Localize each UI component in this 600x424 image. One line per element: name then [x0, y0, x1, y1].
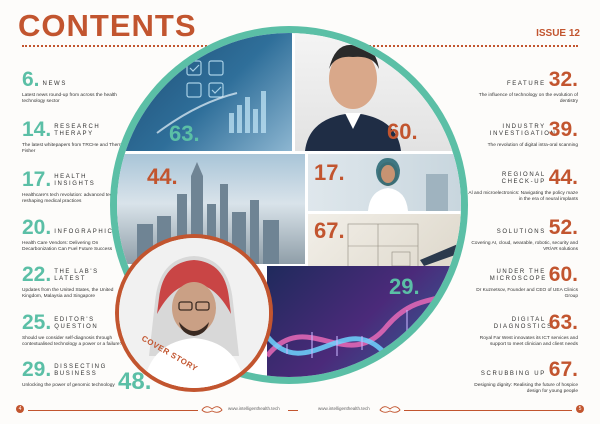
nurse-silhouette	[368, 158, 448, 211]
toc-section-label: NEWS	[42, 81, 67, 87]
cover-person-silhouette	[119, 238, 269, 388]
doctor-portrait-photo[interactable]: 60.	[295, 33, 461, 151]
issue-number: ISSUE 12	[536, 28, 580, 39]
toc-item-research-therapy[interactable]: 14. RESEARCH THERAPY The latest whitepape…	[22, 118, 134, 155]
left-footer-url[interactable]: www.intelligenthealth.tech	[228, 406, 280, 411]
footer-rule	[404, 410, 572, 411]
toc-section-label: RESEARCH THERAPY	[54, 124, 101, 137]
right-page-number: 5	[576, 405, 584, 413]
toc-page-number: 20.	[22, 216, 52, 239]
toc-item-regional-check-up[interactable]: REGIONAL CHECK-UP 44. Al and microelectro…	[466, 166, 578, 203]
ornament-icon	[379, 406, 401, 413]
right-footer-url[interactable]: www.intelligenthealth.tech	[318, 406, 370, 411]
toc-description: Covering AI, cloud, wearable, robotic, s…	[471, 241, 578, 252]
toc-item-editors-question[interactable]: 25. EDITOR'S QUESTION Should we consider …	[22, 311, 134, 348]
toc-description: The influence of technology on the evolu…	[478, 93, 578, 104]
footer-rule	[288, 410, 298, 411]
toc-description: Health Care Vendors: Delivering On Decar…	[22, 241, 113, 252]
toc-section-label: EDITOR'S QUESTION	[54, 317, 99, 330]
tile-page-number: 29.	[389, 274, 420, 299]
toc-item-labs-latest[interactable]: 22. THE LAB'S LATEST Updates from the Uni…	[22, 263, 134, 300]
toc-description: Updates from the United States, the Unit…	[22, 288, 114, 299]
toc-section-label: INDUSTRY INVESTIGATION	[489, 124, 557, 137]
toc-item-solutions[interactable]: SOLUTIONS 52. Covering AI, cloud, wearabl…	[466, 216, 578, 253]
toc-item-health-insights[interactable]: 17. HEALTH INSIGHTS Healthcare's tech rev…	[22, 168, 134, 205]
toc-section-label: DISSECTING BUSINESS	[54, 364, 107, 377]
toc-page-number: 67.	[548, 358, 578, 381]
toc-item-under-the-microscope[interactable]: UNDER THE MICROSCOPE 60. Dr Kuznetsov, Fo…	[466, 263, 578, 300]
toc-page-number: 63.	[548, 311, 578, 334]
toc-page-number: 14.	[22, 118, 52, 141]
toc-page-number: 29.	[22, 358, 52, 381]
toc-item-industry-investigation[interactable]: INDUSTRY INVESTIGATION 39. The revolution…	[466, 118, 578, 149]
toc-item-dissecting-business[interactable]: 29. DISSECTING BUSINESS Unlocking the pow…	[22, 358, 134, 389]
toc-item-news[interactable]: 6. NEWS Latest news round-up from across …	[22, 68, 134, 105]
toc-description: Dr Kuznetsov, Founder and CEO of UEA Cli…	[476, 288, 578, 299]
toc-section-label: DIGITAL DIAGNOSTICS	[493, 317, 553, 330]
toc-description: Should we consider self-diagnosis throug…	[22, 336, 123, 347]
toc-section-label: INFOGRAPHIC	[54, 229, 114, 235]
tile-page-number: 67.	[314, 218, 345, 243]
left-page-number: 4	[16, 405, 24, 413]
toc-section-label: UNDER THE MICROSCOPE	[489, 269, 547, 282]
toc-page-number: 22.	[22, 263, 52, 286]
tile-page-number: 60.	[387, 119, 418, 144]
dna-helix-photo[interactable]: 29.	[267, 266, 461, 377]
toc-description: Royal Far West innovates its ICT service…	[479, 336, 578, 347]
cover-story-photo	[119, 238, 269, 388]
digital-health-photo[interactable]: 63.	[117, 33, 292, 151]
tile-page-number: 63.	[169, 121, 200, 146]
toc-description: Latest news round-up from across the hea…	[22, 93, 117, 104]
cover-story-page-number[interactable]: 48.	[118, 368, 152, 395]
dna-illustration	[267, 284, 461, 370]
toc-item-digital-diagnostics[interactable]: DIGITAL DIAGNOSTICS 63. Royal Far West in…	[466, 311, 578, 348]
digital-charts-illustration	[156, 60, 266, 134]
toc-section-label: FEATURE	[507, 81, 546, 87]
footer-rule	[28, 410, 198, 411]
toc-description: Al and microelectronics: Navigating the …	[468, 191, 578, 202]
toc-item-feature[interactable]: FEATURE 32. The influence of technology o…	[466, 68, 578, 105]
toc-page-number: 25.	[22, 311, 52, 334]
ornament-icon	[201, 406, 223, 413]
toc-item-infographic[interactable]: 20. INFOGRAPHIC Health Care Vendors: Deli…	[22, 216, 134, 253]
tile-page-number: 44.	[147, 164, 178, 189]
toc-page-number: 60.	[548, 263, 578, 286]
toc-item-scrubbing-up[interactable]: SCRUBBING UP 67. Designing dignity: Reali…	[466, 358, 578, 395]
toc-description: The latest whitepapers from TRCHe and Th…	[22, 143, 126, 154]
toc-page-number: 6.	[22, 68, 40, 91]
toc-description: Healthcare's tech revolution: advanced t…	[22, 193, 133, 204]
tile-page-number: 17.	[314, 160, 345, 185]
toc-section-label: THE LAB'S LATEST	[54, 269, 99, 282]
healthcare-worker-photo[interactable]: 17.	[308, 154, 461, 211]
toc-description: Unlocking the power of genomic technolog…	[22, 383, 115, 388]
toc-page-number: 52.	[548, 216, 578, 239]
toc-section-label: SCRUBBING UP	[480, 371, 546, 377]
toc-section-label: SOLUTIONS	[496, 229, 546, 235]
cover-story-portrait[interactable]	[115, 234, 273, 392]
toc-section-label: HEALTH INSIGHTS	[54, 174, 96, 187]
toc-page-number: 32.	[548, 68, 578, 91]
toc-page-number: 17.	[22, 168, 52, 191]
toc-description: Designing dignity: Realising the future …	[474, 383, 578, 394]
toc-page-number: 39.	[548, 118, 578, 141]
portrait-silhouette	[305, 44, 401, 151]
toc-section-label: REGIONAL CHECK-UP	[501, 172, 546, 185]
toc-page-number: 44.	[548, 166, 578, 189]
toc-description: The revolution of digital intra-oral sca…	[487, 143, 578, 148]
